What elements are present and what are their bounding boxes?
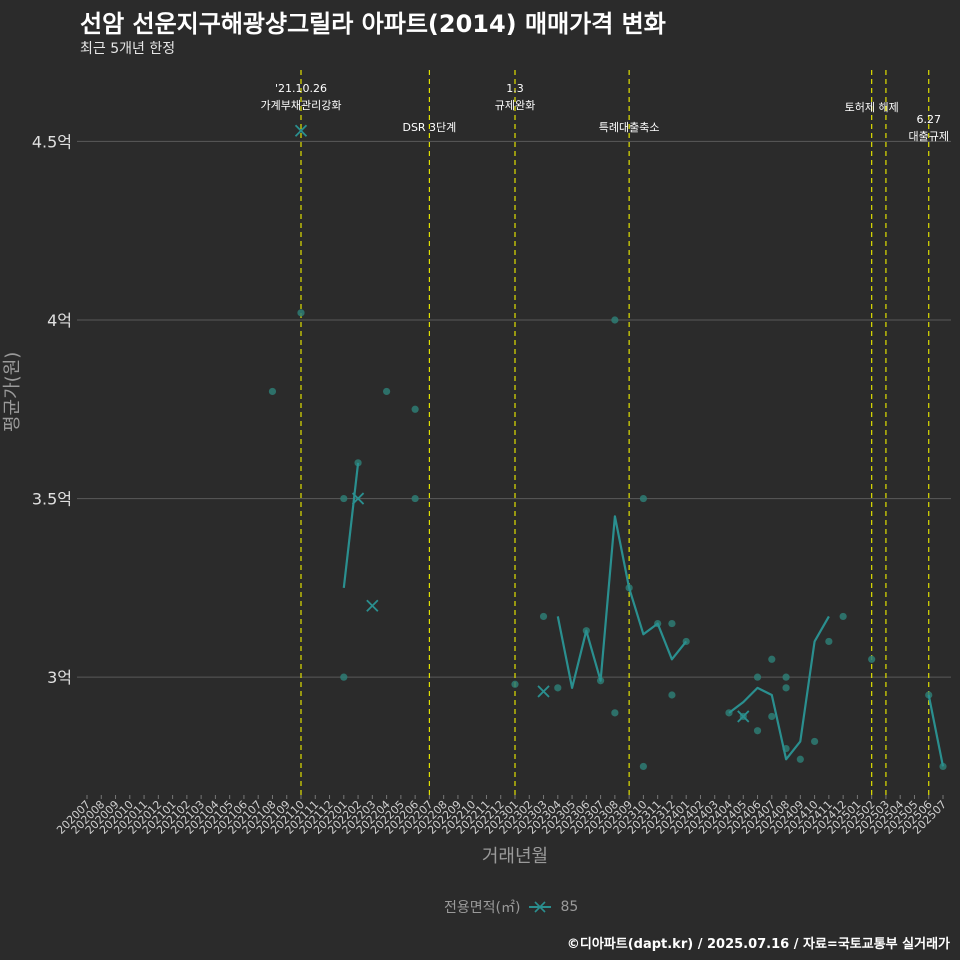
data-point [668,691,676,699]
data-point [768,712,776,721]
source-caption: ©디아파트(dapt.kr) / 2025.07.16 / 자료=국토교통부 실… [566,937,950,952]
chart-subtitle: 최근 5개년 한정 [80,41,176,57]
series-line-segment [556,515,688,689]
data-point [340,494,348,503]
cross-marker [351,492,365,505]
data-point [539,612,548,621]
y-axis-label: 평균가(원) [2,351,23,432]
legend: 전용면적(㎡) 85 [444,897,578,917]
legend-title: 전용면적(㎡) [444,900,521,916]
data-point [753,673,762,681]
data-point [411,405,419,413]
policy-annotation: 특례대출축소 [599,121,660,134]
data-point [782,684,790,692]
data-point [340,673,348,681]
cross-marker [537,685,550,698]
chart-title: 선암 선운지구해광샹그릴라 아파트(2014) 매매가격 변화 [80,10,666,38]
series-line-segment [728,615,830,761]
data-point [383,387,391,396]
cross-marker [366,599,379,612]
y-tick-label: 3억 [47,668,72,687]
data-point [796,755,804,763]
y-tick-label: 4.5억 [32,132,72,151]
data-point [839,612,847,621]
policy-annotation: 규제완화 [495,99,535,112]
policy-annotation: 가계부채관리강화 [261,99,342,112]
policy-annotation: DSR 3단계 [402,121,456,134]
series-line-segment [342,462,360,589]
y-tick-label: 4억 [47,311,72,330]
data-point [868,655,876,663]
data-point [768,655,776,663]
policy-annotation: '21.10.26 [275,82,327,95]
data-point [782,673,790,681]
x-axis-label: 거래년월 [481,846,549,867]
data-point [297,309,305,317]
data-point [411,494,419,503]
data-point [939,762,947,771]
data-point [611,316,619,324]
data-point [639,494,648,503]
legend-item-85: 85 [560,899,579,915]
data-point [753,727,762,735]
legend-line-cross-icon [529,901,552,913]
data-point [811,737,819,746]
cross-marker [294,124,308,137]
policy-annotation: 토허제 해제 [845,100,899,114]
data-point [354,459,362,467]
policy-annotation: 1.3 [506,82,524,95]
data-point [825,637,833,646]
series-line-segment [927,694,945,767]
data-point [611,709,619,717]
policy-annotation: 대출규제 [908,130,948,143]
y-tick-label: 3.5억 [32,490,72,509]
policy-annotation: 6.27 [916,113,941,126]
data-point [268,387,277,396]
cross-marker [737,710,750,723]
data-point [668,619,676,628]
data-point [639,762,648,771]
data-point [511,680,519,688]
data-point [554,684,562,692]
